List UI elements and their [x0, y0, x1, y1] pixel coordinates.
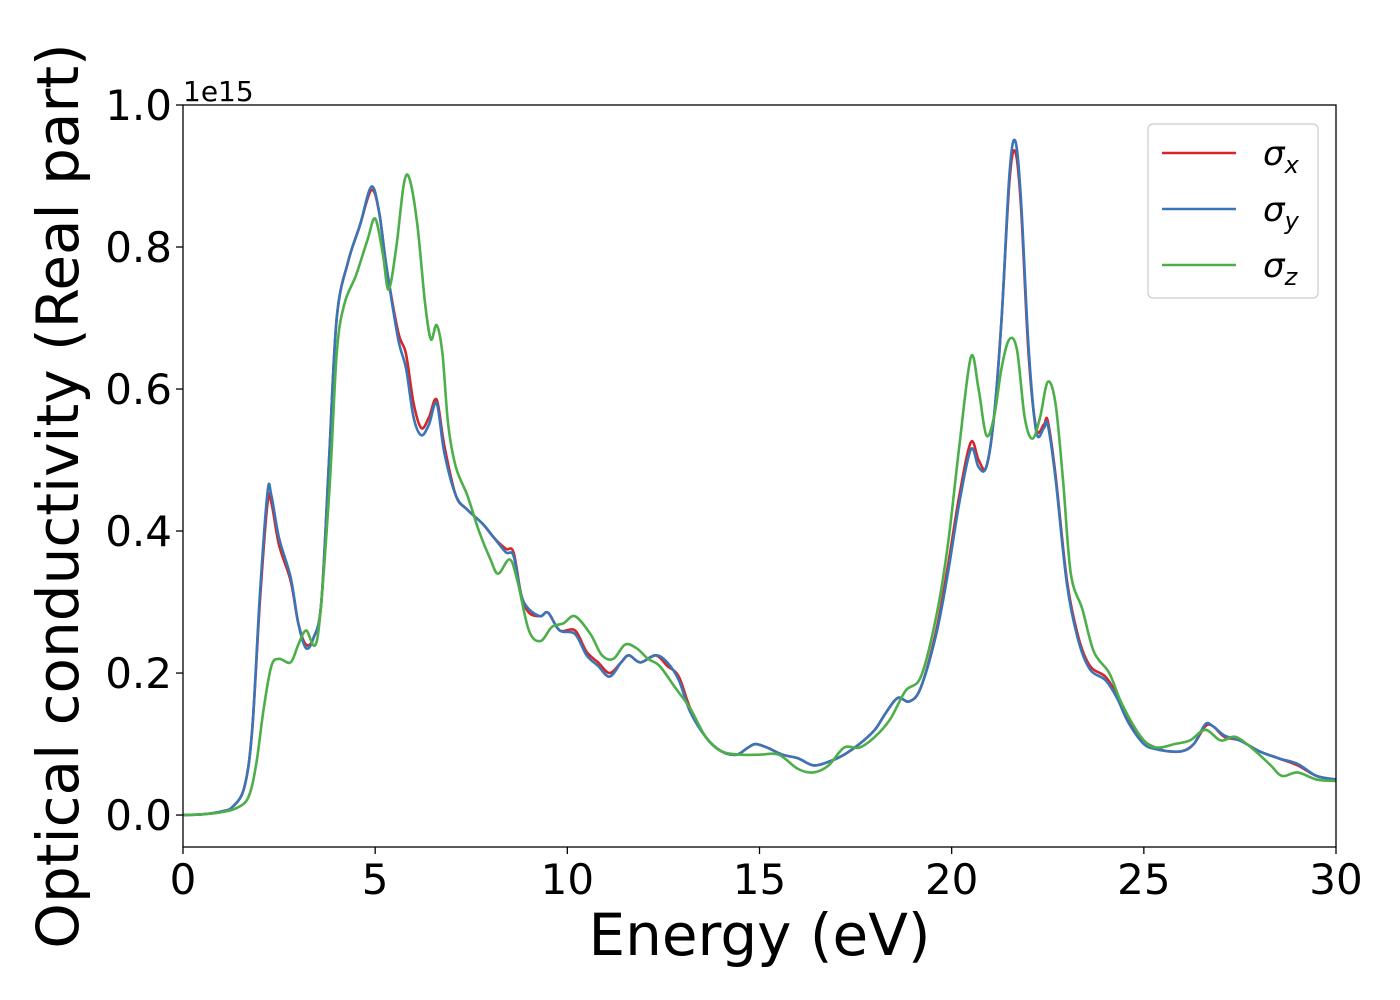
y-tick-label: 1.0	[105, 81, 172, 130]
legend-label: σx	[1263, 134, 1300, 179]
series-layer	[183, 138, 1336, 817]
y-tick-label: 0.6	[105, 365, 172, 414]
y-tick-label: 0.2	[105, 649, 172, 698]
legend: σx σy σz	[1147, 123, 1319, 299]
y-tick-label: 0.4	[105, 507, 172, 556]
x-tick-label: 30	[1309, 855, 1362, 904]
x-axis: 0 5 10 15 20 25 30	[170, 847, 1363, 904]
x-tick-label: 15	[733, 855, 786, 904]
x-axis-title: Energy (eV)	[588, 901, 930, 969]
x-tick-label: 5	[362, 855, 389, 904]
legend-label: σy	[1263, 190, 1300, 235]
y-axis-title: Optical conductivity (Real part)	[24, 43, 92, 948]
x-tick-label: 20	[925, 855, 978, 904]
y-tick-label: 0.0	[105, 791, 172, 840]
y-offset-label: 1e15	[183, 75, 254, 108]
y-tick-label: 0.8	[105, 223, 172, 272]
x-tick-label: 0	[170, 855, 197, 904]
y-axis: 0.0 0.2 0.4 0.6 0.8 1.0	[105, 81, 183, 840]
legend-box	[1147, 123, 1319, 299]
legend-label: σz	[1263, 246, 1299, 291]
series-line-z	[183, 173, 1336, 817]
x-tick-label: 10	[541, 855, 594, 904]
x-tick-label: 25	[1117, 855, 1170, 904]
